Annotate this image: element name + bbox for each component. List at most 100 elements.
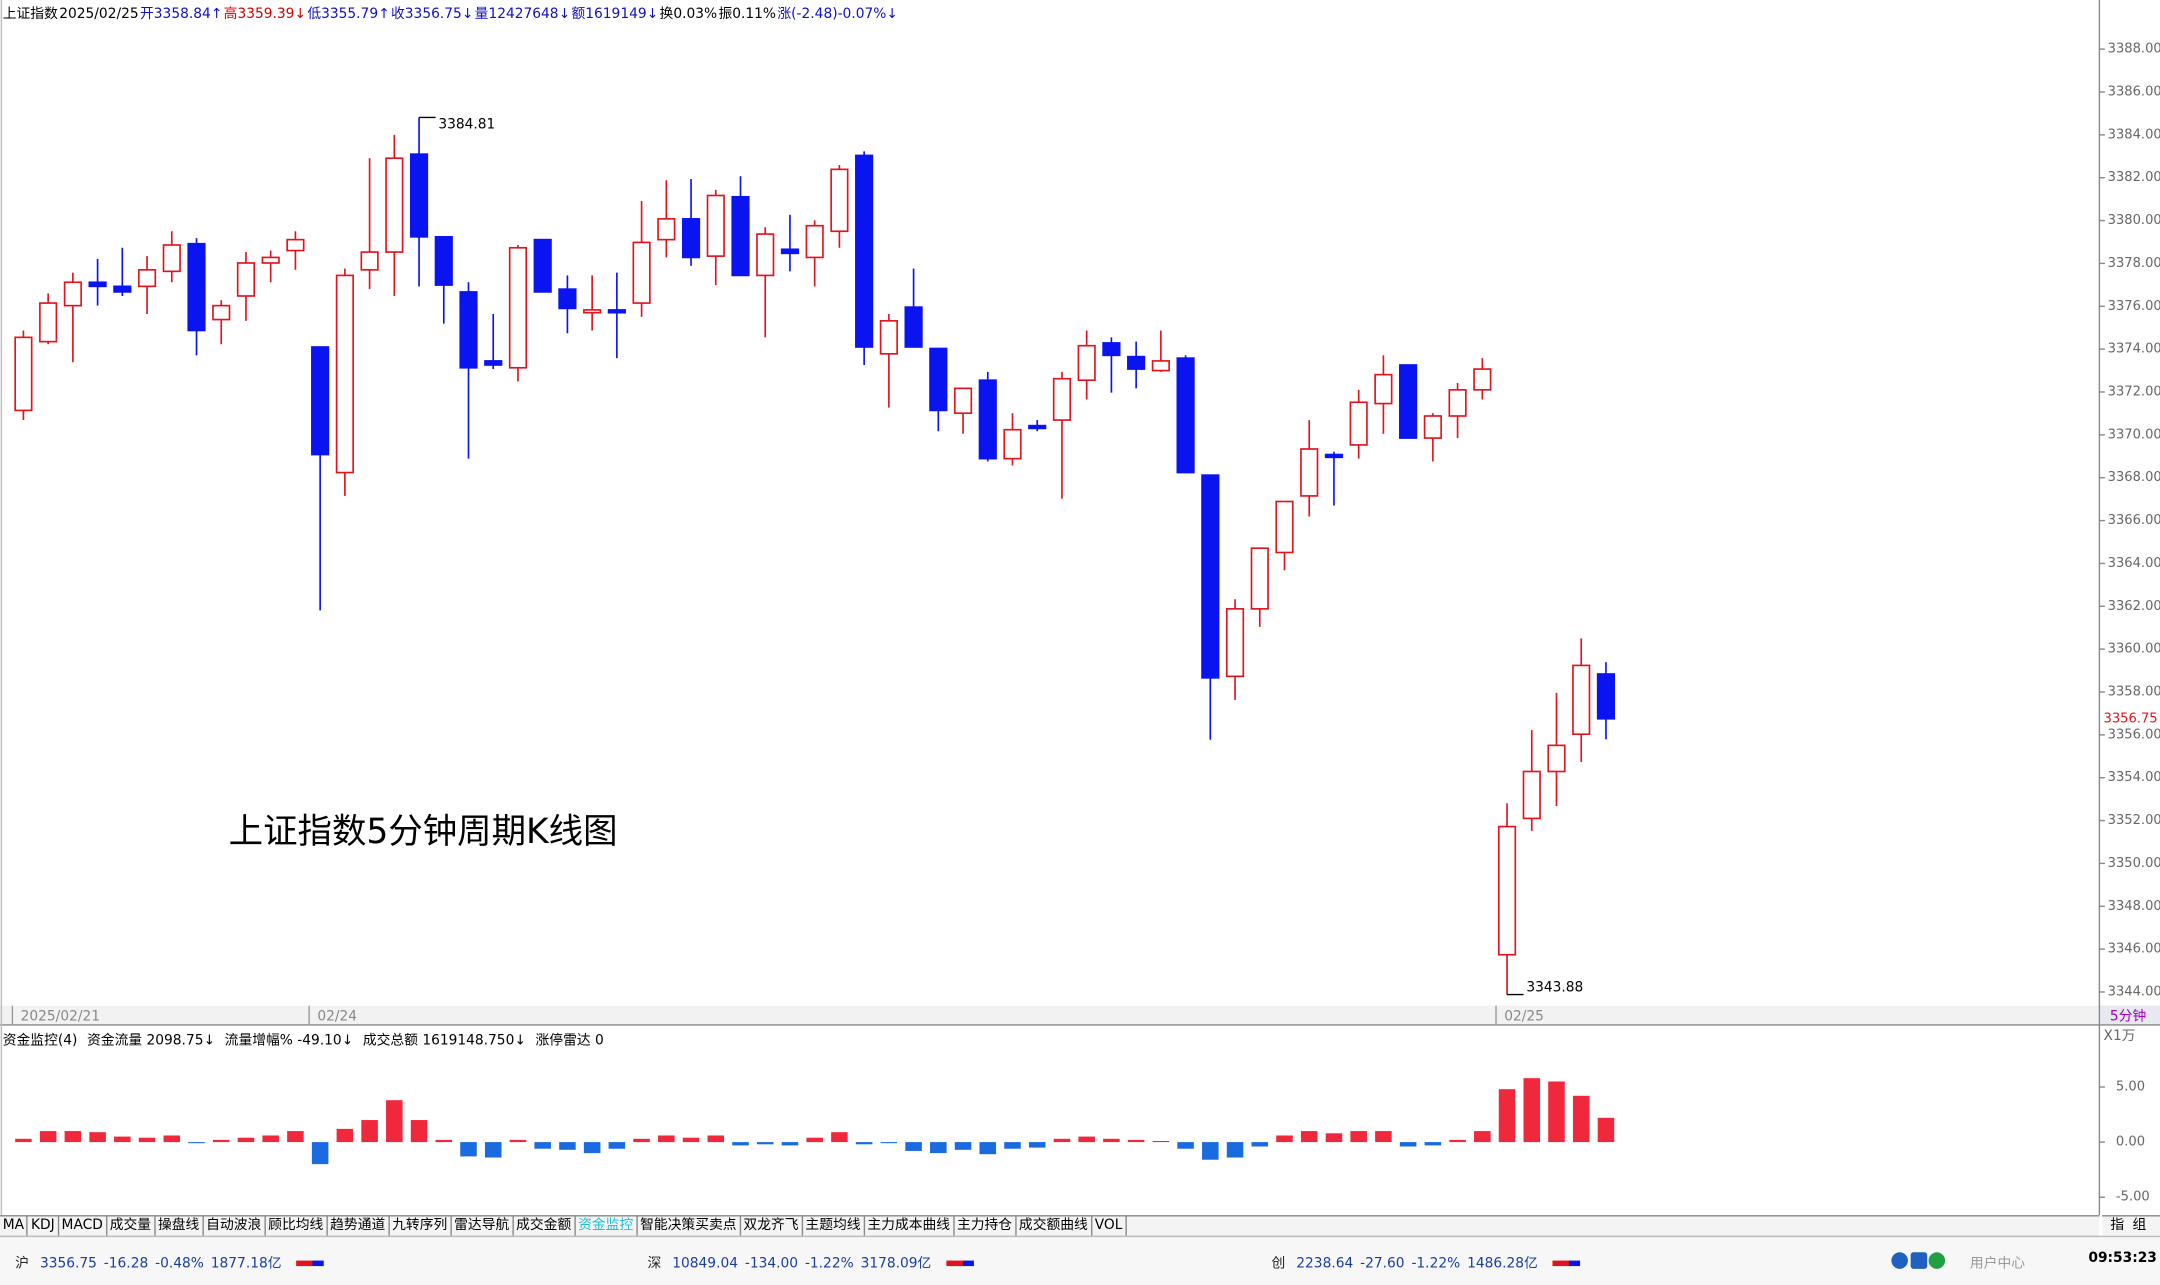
tab[interactable]: 操盘线 [155,1216,204,1236]
unit: X1万 [2104,1028,2136,1044]
y-tick-label: 3374.00 [2108,342,2160,357]
bar [1078,1136,1095,1143]
min-label: 3343.88 [1526,980,1583,996]
tab[interactable]: 资金监控 [575,1216,638,1236]
caption: 上证指数5分钟周期K线图 [229,812,618,852]
bar [1202,1142,1219,1160]
bar [1251,1142,1269,1147]
tab[interactable]: 成交量 [107,1216,156,1236]
y-tick-label: 0.00 [2116,1135,2145,1150]
tab[interactable]: 成交金额 [513,1216,576,1236]
tab[interactable]: 主力成本曲线 [865,1216,955,1236]
bar [484,1142,502,1158]
tab[interactable]: 趋势通道 [327,1216,390,1236]
tab[interactable]: 指 [2110,1217,2125,1234]
bar [1028,1142,1046,1148]
bar [880,1142,898,1144]
info-item: 资金流量 2098.75↓ [87,1033,216,1049]
candle-body [1473,368,1492,391]
y-tick-label: 3360.00 [2108,642,2160,657]
bar [831,1132,848,1143]
candle-body [1300,448,1319,497]
user-center[interactable]: 用户中心 [1969,1256,2025,1272]
market-field: 深 [647,1256,662,1272]
tab[interactable]: 成交额曲线 [1016,1216,1092,1236]
candle-body [1324,453,1344,459]
bar [633,1138,650,1143]
tab[interactable]: 双龙齐飞 [741,1216,803,1236]
bar [1548,1081,1565,1143]
candle-body [953,387,973,415]
market-field: 创 [1271,1256,1286,1272]
bar [1523,1078,1541,1143]
bar [64,1131,82,1143]
clock: 09:53:23 [2088,1250,2157,1267]
bar [905,1142,922,1151]
tab[interactable]: 顾比均线 [265,1216,328,1236]
y-tick-label: 3356.00 [2108,727,2160,742]
header-item: 2025/02/25 [59,6,139,23]
tab[interactable]: 组 [2132,1217,2147,1234]
tab[interactable]: 主力持仓 [954,1216,1017,1236]
y-tick-label: 3362.00 [2108,599,2160,614]
y-tick-label: 3346.00 [2108,942,2160,957]
candle-body [1399,364,1418,439]
bar [15,1138,32,1143]
info-item: 涨停雷达 0 [535,1033,604,1049]
candle-body [830,168,849,233]
y-tick-label: 5.00 [2116,1079,2145,1094]
bar [1399,1142,1417,1147]
bar [1152,1140,1170,1143]
bar [979,1142,997,1155]
tab[interactable]: MACD [59,1216,107,1236]
candle-body [508,246,528,369]
candle-body [137,269,157,288]
header-item: 振0.11% [718,6,777,23]
candle-body [607,309,626,314]
bar [1597,1117,1615,1143]
bar [89,1132,106,1143]
header-item: 额1619149↓ [571,6,659,23]
info-item: 流量增幅% -49.10↓ [224,1033,354,1049]
bar [311,1142,329,1165]
candle-body [632,241,651,304]
candle-body [335,274,354,474]
candle-body [63,281,82,307]
tab[interactable]: 智能决策买卖点 [637,1216,741,1236]
tab[interactable]: KDJ [28,1216,59,1236]
candle-body [1102,342,1121,357]
bar [1276,1135,1293,1143]
bar [386,1100,403,1143]
tab[interactable]: 九转序列 [389,1216,452,1236]
bar [1053,1138,1071,1143]
bar [559,1142,576,1150]
market-field: -0.48% [155,1256,204,1272]
candle-body [1448,389,1467,417]
mini-bar [1552,1260,1581,1267]
candle-body [1423,415,1442,439]
header-item: 收3356.75↓ [391,6,474,23]
candle-body [1201,474,1220,679]
tab[interactable]: 自动波浪 [203,1216,266,1236]
bar [1103,1138,1120,1143]
candle-body [434,236,453,286]
x-tick-label: 02/24 [317,1009,357,1025]
bar [806,1137,823,1143]
bar [583,1142,601,1154]
candle-body [1572,664,1591,736]
candle-body [904,306,923,348]
candle-body [1349,401,1368,446]
tab[interactable]: MA [0,1216,29,1236]
header-item: 量12427648↓ [474,6,571,23]
tab[interactable]: 主题均线 [803,1216,865,1236]
max-label: 3384.81 [438,116,495,132]
tab[interactable]: 雷达导航 [451,1216,514,1236]
bar [1474,1131,1491,1143]
tab[interactable]: VOL [1092,1216,1127,1236]
bar [1375,1131,1392,1143]
bar [707,1135,725,1143]
bar [435,1139,453,1143]
bar [336,1128,354,1143]
market-field: -16.28 [103,1256,149,1272]
